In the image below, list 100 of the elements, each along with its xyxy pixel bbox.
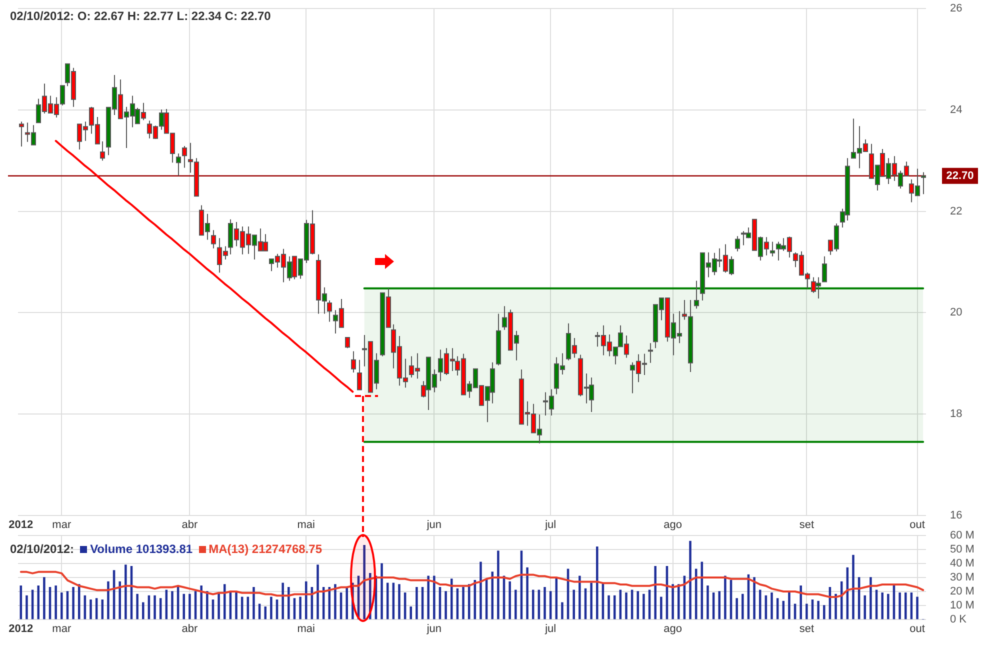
bar xyxy=(544,586,546,620)
bar xyxy=(770,592,773,620)
bar xyxy=(334,584,336,620)
bar xyxy=(578,576,581,620)
bar xyxy=(224,584,226,620)
bar xyxy=(444,591,447,620)
bar xyxy=(124,564,127,620)
y-tick-label: 24 xyxy=(950,104,962,116)
x-tick-label: mar xyxy=(52,623,72,636)
y-tick-label: 60 M xyxy=(950,530,974,542)
bar xyxy=(363,545,366,620)
x-tick-label: mar xyxy=(52,519,72,532)
bar xyxy=(380,563,383,620)
bar xyxy=(37,586,40,620)
bar xyxy=(480,562,482,620)
x-tick-label: jun xyxy=(426,519,442,532)
bar xyxy=(642,594,645,620)
bar xyxy=(898,592,901,620)
bar xyxy=(852,554,854,620)
x-tick-label: out xyxy=(910,519,925,532)
bar xyxy=(625,592,628,620)
x-tick-label: set xyxy=(799,623,814,636)
bar xyxy=(916,596,918,620)
bar xyxy=(26,595,28,620)
bar xyxy=(514,590,517,620)
y-tick-label: 26 xyxy=(950,2,962,15)
bar xyxy=(724,576,726,620)
x-tick-label: 2012 xyxy=(8,623,34,636)
bar xyxy=(107,581,110,620)
x-tick-label: jun xyxy=(426,623,442,636)
x-tick-label: ago xyxy=(664,519,682,532)
bar xyxy=(881,592,884,620)
y-tick-label: 30 M xyxy=(950,572,974,584)
y-tick-label: 16 xyxy=(950,509,962,522)
bar xyxy=(218,592,220,620)
x-tick-label: 2012 xyxy=(8,519,34,532)
legend-label: MA(13) 21274768.75 xyxy=(208,542,322,556)
bar xyxy=(654,566,656,620)
candlestick xyxy=(19,121,24,147)
bar xyxy=(316,564,319,620)
bar xyxy=(491,572,494,620)
candlestick xyxy=(822,256,827,282)
text: 02/10/2012: xyxy=(10,542,74,556)
candlestick xyxy=(182,145,187,168)
candlestick xyxy=(351,350,356,373)
bar xyxy=(118,581,121,620)
bar xyxy=(870,577,872,620)
chart-title: 02/10/2012: O: 22.67 H: 22.77 L: 22.34 C: 22.70 xyxy=(10,9,271,23)
bar xyxy=(171,591,174,620)
y-tick-label: 10 M xyxy=(950,599,974,612)
bar xyxy=(427,576,430,620)
bar xyxy=(823,605,826,620)
bar xyxy=(200,586,202,620)
bar xyxy=(526,567,528,620)
x-tick-label: ago xyxy=(664,623,682,636)
y-tick-label: 22 xyxy=(950,205,962,218)
bar xyxy=(264,606,266,620)
bar xyxy=(497,550,500,620)
x-tick-label: out xyxy=(910,623,925,636)
bar xyxy=(346,586,348,620)
x-tick-label: jul xyxy=(544,623,556,636)
candlestick xyxy=(100,140,105,162)
bar xyxy=(608,595,610,620)
bar xyxy=(352,582,354,620)
bar xyxy=(561,602,564,620)
bar xyxy=(288,586,290,620)
bar xyxy=(54,586,57,620)
y-tick-label: 50 M xyxy=(950,544,974,556)
bar xyxy=(206,591,208,620)
bar xyxy=(834,594,837,620)
candlestick xyxy=(921,172,926,195)
candlestick xyxy=(327,300,332,322)
candlestick xyxy=(770,241,775,257)
bar xyxy=(450,578,453,620)
bar xyxy=(398,584,400,620)
bar xyxy=(806,604,808,620)
bar xyxy=(689,540,692,620)
bar xyxy=(188,594,191,620)
candlestick xyxy=(648,342,653,364)
bar xyxy=(72,586,74,620)
candlestick xyxy=(176,153,181,176)
bar xyxy=(736,598,738,620)
y-tick-label: 20 xyxy=(950,306,962,319)
y-tick-label: 20 M xyxy=(950,586,974,598)
bar xyxy=(660,596,662,620)
bar xyxy=(678,584,680,620)
x-tick-label: mai xyxy=(297,519,315,532)
bar xyxy=(462,586,464,620)
y-tick-label: 0 K xyxy=(950,613,968,626)
bar xyxy=(142,602,144,620)
x-tick-label: set xyxy=(799,519,814,532)
ref-line-label: 22.70 xyxy=(946,170,974,182)
bar xyxy=(416,586,418,620)
bar xyxy=(672,584,674,620)
bar xyxy=(800,586,802,620)
bar xyxy=(154,595,156,620)
bar xyxy=(90,600,92,620)
x-tick-label: abr xyxy=(182,519,198,532)
bar xyxy=(433,576,436,620)
legend-label: Volume 101393.81 xyxy=(90,542,193,556)
